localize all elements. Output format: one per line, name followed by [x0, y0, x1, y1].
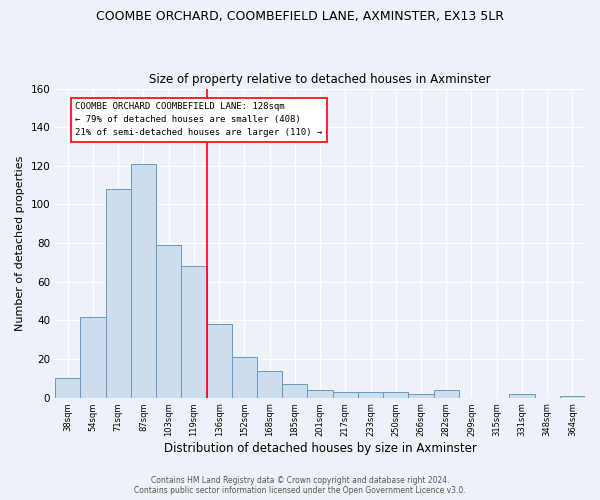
Text: COOMBE ORCHARD COOMBEFIELD LANE: 128sqm
← 79% of detached houses are smaller (40: COOMBE ORCHARD COOMBEFIELD LANE: 128sqm … [76, 102, 323, 138]
Y-axis label: Number of detached properties: Number of detached properties [15, 156, 25, 331]
Bar [257, 370, 282, 398]
Bar [55, 378, 80, 398]
X-axis label: Distribution of detached houses by size in Axminster: Distribution of detached houses by size … [164, 442, 476, 455]
Bar [131, 164, 156, 398]
Bar [509, 394, 535, 398]
Text: Contains HM Land Registry data © Crown copyright and database right 2024.
Contai: Contains HM Land Registry data © Crown c… [134, 476, 466, 495]
Bar [156, 245, 181, 398]
Bar [181, 266, 206, 398]
Bar [307, 390, 332, 398]
Bar [282, 384, 307, 398]
Bar [206, 324, 232, 398]
Bar [106, 189, 131, 398]
Text: COOMBE ORCHARD, COOMBEFIELD LANE, AXMINSTER, EX13 5LR: COOMBE ORCHARD, COOMBEFIELD LANE, AXMINS… [96, 10, 504, 23]
Bar [232, 357, 257, 398]
Bar [383, 392, 409, 398]
Bar [560, 396, 585, 398]
Bar [80, 316, 106, 398]
Title: Size of property relative to detached houses in Axminster: Size of property relative to detached ho… [149, 73, 491, 86]
Bar [358, 392, 383, 398]
Bar [332, 392, 358, 398]
Bar [434, 390, 459, 398]
Bar [409, 394, 434, 398]
